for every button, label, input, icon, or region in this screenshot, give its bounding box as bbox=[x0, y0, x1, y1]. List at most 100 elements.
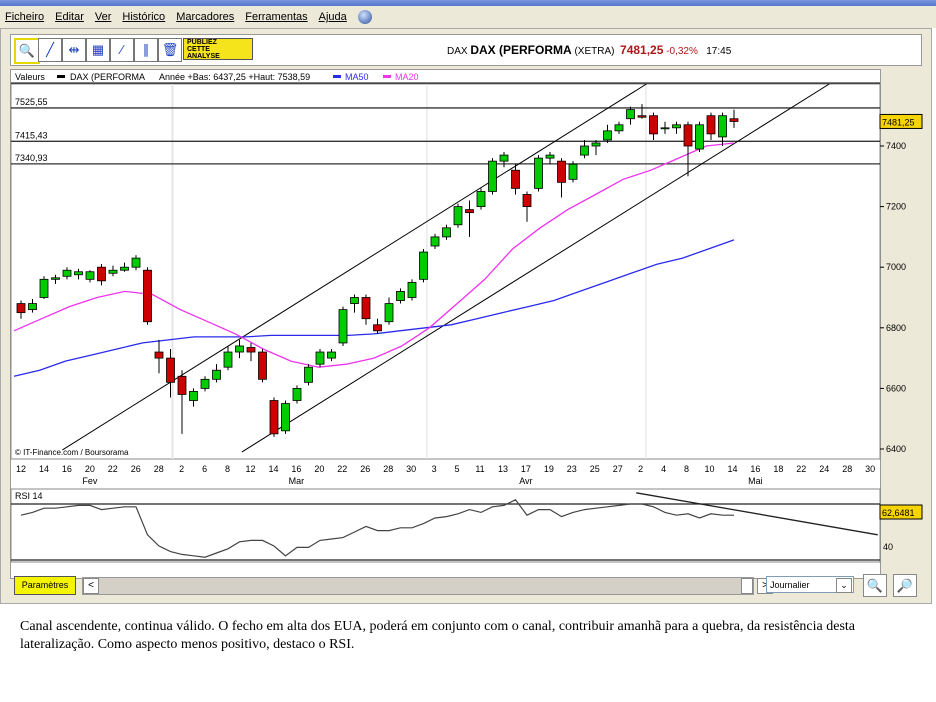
menu-ficheiro[interactable]: Ficheiro bbox=[5, 11, 45, 23]
legend-ma50-swatch bbox=[333, 75, 341, 78]
publish-text: CETTE bbox=[187, 46, 210, 53]
menu-marcadores[interactable]: Marcadores bbox=[176, 11, 235, 23]
ma50-line bbox=[13, 239, 735, 377]
x-tick-label: 12 bbox=[245, 464, 255, 474]
quote-time: 17:45 bbox=[706, 46, 732, 57]
rsi-line bbox=[20, 499, 734, 558]
fibonacci-icon[interactable]: ▦ bbox=[86, 38, 110, 62]
parameters-button[interactable]: Paramètres bbox=[14, 576, 76, 595]
rsi-tick-label: 40 bbox=[883, 542, 893, 552]
x-tick-label: 2 bbox=[638, 464, 643, 474]
x-tick-label: 28 bbox=[154, 464, 164, 474]
menu-bar: Ficheiro Editar Ver Histórico Marcadores Ferr… bbox=[0, 6, 936, 28]
candle bbox=[166, 357, 175, 383]
y-tick-label: 6800 bbox=[886, 323, 906, 333]
legend-ma20-swatch bbox=[383, 75, 391, 78]
candle bbox=[672, 124, 681, 129]
menu-editar[interactable]: Editar bbox=[55, 11, 84, 23]
x-tick-label: 28 bbox=[383, 464, 393, 474]
candle bbox=[28, 303, 37, 311]
x-tick-label: 26 bbox=[360, 464, 370, 474]
quote-code: DAX bbox=[447, 46, 468, 57]
last-value-badge bbox=[879, 113, 923, 129]
candle bbox=[16, 303, 26, 314]
x-tick-label: 16 bbox=[750, 464, 760, 474]
candle bbox=[85, 271, 95, 280]
x-tick-label: 14 bbox=[268, 464, 278, 474]
horizontal-scrollbar[interactable]: < > bbox=[82, 577, 773, 595]
x-tick-label: 30 bbox=[865, 464, 875, 474]
x-tick-label: 8 bbox=[225, 464, 230, 474]
trash-icon[interactable]: 🗑 bbox=[158, 38, 182, 62]
publish-text: ANALYSE bbox=[187, 53, 220, 60]
zoom-out-icon[interactable]: 🔍 bbox=[863, 574, 887, 597]
level-label: 7525,55 bbox=[15, 97, 48, 107]
x-tick-label: 5 bbox=[455, 464, 460, 474]
publish-text: PUBLIEZ bbox=[187, 39, 217, 46]
parallel-lines-icon[interactable]: ∥ bbox=[134, 38, 158, 62]
candle bbox=[534, 157, 543, 189]
period-select[interactable]: Journalier ⌄ bbox=[766, 576, 854, 593]
last-value-label: 7481,25 bbox=[882, 117, 915, 127]
legend-ma50: MA50 bbox=[345, 72, 369, 82]
candle bbox=[97, 266, 106, 282]
candle bbox=[396, 291, 405, 301]
price-chart[interactable]: Valeurs DAX (PERFORMA Année +Bas: 6437,25 … bbox=[2, 2, 923, 563]
chevron-down-icon[interactable]: ⌄ bbox=[836, 578, 852, 593]
menu-histórico[interactable]: Histórico bbox=[122, 11, 166, 23]
window-titlebar bbox=[0, 0, 936, 6]
candle bbox=[327, 351, 336, 359]
x-tick-label: 20 bbox=[314, 464, 324, 474]
candle bbox=[729, 118, 739, 122]
zoom-in-icon[interactable]: 🔎 bbox=[893, 574, 917, 597]
chart-toolbar: PUBLIEZ CETTE ANALYSE DAX DAX (PERFORMA (X… bbox=[10, 34, 922, 66]
candle bbox=[51, 277, 60, 280]
analysis-comment: Canal ascendente, continua válido. O fec… bbox=[20, 619, 856, 652]
candle bbox=[74, 271, 83, 276]
scroll-left-button[interactable]: < bbox=[83, 578, 99, 594]
candle bbox=[350, 297, 359, 304]
x-tick-label: 22 bbox=[796, 464, 806, 474]
candle bbox=[373, 324, 382, 332]
menu-ferramentas[interactable]: Ferramentas bbox=[245, 11, 308, 23]
candle bbox=[683, 124, 693, 147]
menu-ajuda[interactable]: Ajuda bbox=[318, 11, 347, 23]
candle bbox=[315, 351, 325, 365]
y-tick-label: 6600 bbox=[886, 383, 906, 393]
quote-name: DAX (PERFORMA bbox=[470, 43, 572, 57]
y-tick-label: 7000 bbox=[886, 262, 906, 272]
rsi-last-label: 62,6481 bbox=[882, 508, 915, 518]
period-value: Journalier bbox=[770, 580, 810, 590]
x-tick-label: 13 bbox=[498, 464, 508, 474]
channel-icon[interactable]: ⁄ bbox=[110, 38, 134, 62]
candle bbox=[407, 281, 417, 298]
candle bbox=[419, 251, 428, 280]
x-tick-label: 6 bbox=[202, 464, 207, 474]
x-tick-label: 18 bbox=[773, 464, 783, 474]
horizontal-line-icon[interactable]: ⇹ bbox=[62, 38, 86, 62]
level-label: 7415,43 bbox=[15, 130, 48, 140]
quote-change: -0,32% bbox=[666, 46, 698, 57]
trendline-icon[interactable]: ╱ bbox=[38, 38, 62, 62]
candle bbox=[695, 124, 704, 150]
chart-area[interactable]: Valeurs DAX (PERFORMA Année +Bas: 6437,25 … bbox=[10, 69, 923, 579]
candle bbox=[120, 266, 129, 271]
menu-ver[interactable]: Ver bbox=[94, 11, 112, 23]
x-tick-label: 19 bbox=[544, 464, 554, 474]
month-label: Mai bbox=[748, 476, 763, 486]
month-label: Fev bbox=[82, 476, 98, 486]
zoom-in-icon[interactable]: 🔍 bbox=[14, 38, 40, 64]
x-tick-label: 20 bbox=[85, 464, 95, 474]
publish-analysis-button[interactable]: PUBLIEZ CETTE ANALYSE bbox=[183, 38, 253, 60]
candle bbox=[338, 309, 348, 344]
channel-trendline bbox=[241, 84, 830, 453]
x-tick-label: 17 bbox=[521, 464, 531, 474]
candle bbox=[442, 227, 451, 238]
price-panel-frame bbox=[10, 83, 881, 460]
candle bbox=[189, 391, 198, 401]
candle bbox=[476, 191, 486, 207]
x-tick-label: 10 bbox=[704, 464, 714, 474]
candle bbox=[39, 278, 49, 298]
scroll-thumb[interactable] bbox=[741, 578, 753, 594]
x-tick-label: 4 bbox=[661, 464, 666, 474]
